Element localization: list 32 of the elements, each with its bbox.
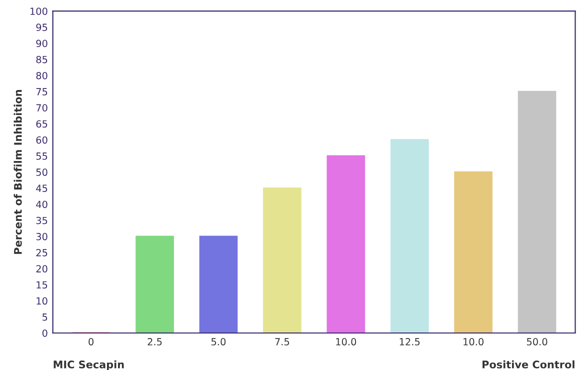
y-tick-label: 95	[36, 24, 48, 32]
y-tick-label: 30	[36, 232, 48, 240]
y-tick-label: 60	[36, 136, 48, 144]
y-tick-label: 70	[36, 104, 48, 112]
x-tick-label: 0	[88, 338, 94, 346]
y-tick-label: 85	[36, 56, 48, 64]
y-tick-label: 50	[36, 168, 48, 176]
y-tick-label: 100	[30, 8, 48, 15]
y-tick-label: 25	[36, 249, 48, 256]
y-tick-label: 45	[36, 184, 48, 192]
x-tick-label: 10.0	[336, 338, 356, 346]
y-tick-label: 0	[42, 329, 48, 337]
x-tick-label: 50.0	[526, 338, 548, 346]
y-tick-label: 55	[36, 152, 48, 160]
y-tick-label: 65	[36, 120, 48, 128]
x-tick-label: 7.5	[275, 338, 290, 346]
x-tick-label: 12.5	[400, 338, 420, 346]
y-tick-label: 15	[36, 281, 48, 289]
text: MIC Secapin	[54, 360, 124, 370]
y-tick-label: 35	[36, 216, 48, 224]
y-tick-label: 10	[36, 297, 48, 305]
y-axis-title: Percent of Biofilm Inhibition	[14, 90, 22, 254]
x-tick-label: 10.0	[464, 338, 484, 346]
y-tick-label: 90	[36, 40, 48, 48]
y-tick-label: 75	[36, 88, 48, 96]
y-tick-label: 5	[42, 314, 48, 321]
y-tick-label: 80	[36, 72, 48, 80]
x-tick-label: 5.0	[212, 338, 226, 346]
y-tick-label: 20	[36, 265, 48, 272]
x-tick-label: 2.5	[148, 338, 162, 346]
y-tick-label: 40	[36, 200, 48, 208]
text: Positive Control	[482, 360, 574, 368]
